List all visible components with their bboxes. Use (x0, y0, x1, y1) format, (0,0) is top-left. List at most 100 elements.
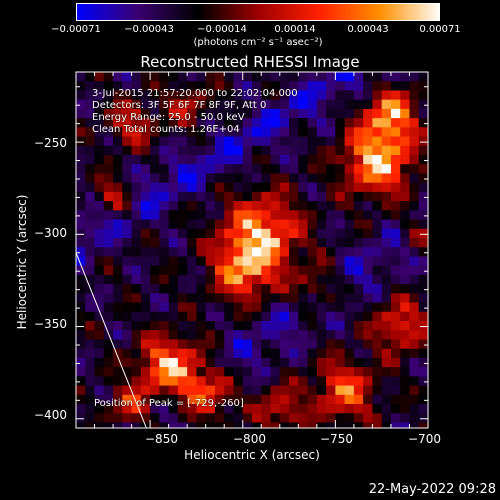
heatmap-cell (76, 118, 86, 128)
heatmap-cell (335, 247, 346, 257)
heatmap-cell (326, 293, 336, 304)
heatmap-cell (307, 201, 318, 211)
heatmap-cell (205, 219, 216, 230)
heatmap-cell (279, 330, 290, 340)
heatmap-cell (187, 274, 198, 285)
heatmap-cell (113, 394, 123, 405)
heatmap-cell (335, 127, 346, 138)
heatmap-cell (409, 228, 420, 239)
heatmap-cell (233, 136, 244, 147)
heatmap-cell (168, 72, 179, 82)
heatmap-cell (335, 348, 346, 359)
heatmap-cell (131, 311, 142, 322)
heatmap-cell (94, 265, 105, 276)
heatmap-cell (122, 228, 133, 239)
heatmap-cell (298, 394, 309, 405)
heatmap-cell (261, 265, 272, 276)
heatmap-cell (252, 90, 262, 101)
heatmap-cell (372, 422, 383, 428)
heatmap-cell (196, 155, 207, 165)
heatmap-cell (270, 238, 281, 248)
heatmap-cell (390, 210, 401, 221)
heatmap-cell (85, 321, 96, 331)
heatmap-cell (131, 238, 142, 248)
heatmap-cell (261, 367, 272, 377)
heatmap-cell (372, 247, 383, 257)
heatmap-cell (159, 311, 170, 322)
heatmap-cell (298, 413, 309, 423)
heatmap-cell (316, 311, 327, 322)
heatmap-cell (233, 238, 244, 248)
heatmap-cell (344, 182, 355, 193)
heatmap-cell (214, 302, 225, 313)
heatmap-cell (242, 348, 253, 359)
heatmap-cell (214, 182, 225, 193)
heatmap-cell (270, 339, 281, 350)
heatmap-cell (279, 413, 290, 423)
heatmap-cell (224, 265, 235, 276)
heatmap-cell (400, 238, 411, 248)
heatmap-cell (168, 321, 179, 331)
heatmap-cell (344, 348, 355, 359)
heatmap-cell (242, 394, 253, 405)
heatmap-cell (131, 99, 142, 110)
heatmap-cell (76, 164, 86, 174)
heatmap-cell (205, 182, 216, 193)
heatmap-cell (122, 118, 133, 128)
heatmap-cell (270, 108, 281, 119)
heatmap-cell (289, 394, 299, 405)
heatmap-cell (400, 302, 411, 313)
heatmap-cell (400, 145, 411, 156)
heatmap-cell (289, 182, 299, 193)
heatmap-cell (279, 385, 290, 396)
heatmap-cell (381, 191, 392, 202)
heatmap-cell (122, 284, 133, 294)
heatmap-cell (140, 385, 151, 396)
heatmap-cell (326, 284, 336, 294)
heatmap-cell (363, 127, 374, 138)
heatmap-cell (409, 145, 420, 156)
heatmap-cell (372, 256, 383, 267)
heatmap-cell (103, 145, 114, 156)
heatmap-cell (372, 173, 383, 184)
heatmap-cell (316, 99, 327, 110)
heatmap-cell (372, 108, 383, 119)
heatmap-cell (140, 348, 151, 359)
heatmap-cell (85, 330, 96, 340)
heatmap-cell (242, 376, 253, 387)
heatmap-cell (140, 376, 151, 387)
heatmap-cell (76, 228, 86, 239)
heatmap-cell (372, 136, 383, 147)
heatmap-cell (168, 173, 179, 184)
heatmap-cell (298, 191, 309, 202)
heatmap-cell (113, 127, 123, 138)
heatmap-cell (94, 238, 105, 248)
heatmap-cell (76, 311, 86, 322)
heatmap-cell (400, 422, 411, 428)
heatmap-cell (381, 182, 392, 193)
heatmap-cell (372, 219, 383, 230)
heatmap-cell (196, 118, 207, 128)
heatmap-cell (168, 302, 179, 313)
heatmap-cell (307, 72, 318, 82)
heatmap-cell (94, 219, 105, 230)
heatmap-cell (177, 247, 188, 257)
heatmap-cell (390, 155, 401, 165)
heatmap-cell (94, 164, 105, 174)
heatmap-cell (103, 311, 114, 322)
heatmap-cell (150, 367, 160, 377)
heatmap-cell (85, 413, 96, 423)
heatmap-cell (270, 191, 281, 202)
heatmap-cell (418, 376, 428, 387)
heatmap-cell (94, 201, 105, 211)
heatmap-cell (307, 394, 318, 405)
heatmap-cell (307, 265, 318, 276)
heatmap-cell (233, 182, 244, 193)
heatmap-cell (150, 330, 160, 340)
heatmap-cell (409, 302, 420, 313)
heatmap-cell (205, 357, 216, 368)
heatmap-cell (381, 173, 392, 184)
heatmap-cell (363, 90, 374, 101)
heatmap-cell (196, 219, 207, 230)
heatmap-cell (150, 210, 160, 221)
